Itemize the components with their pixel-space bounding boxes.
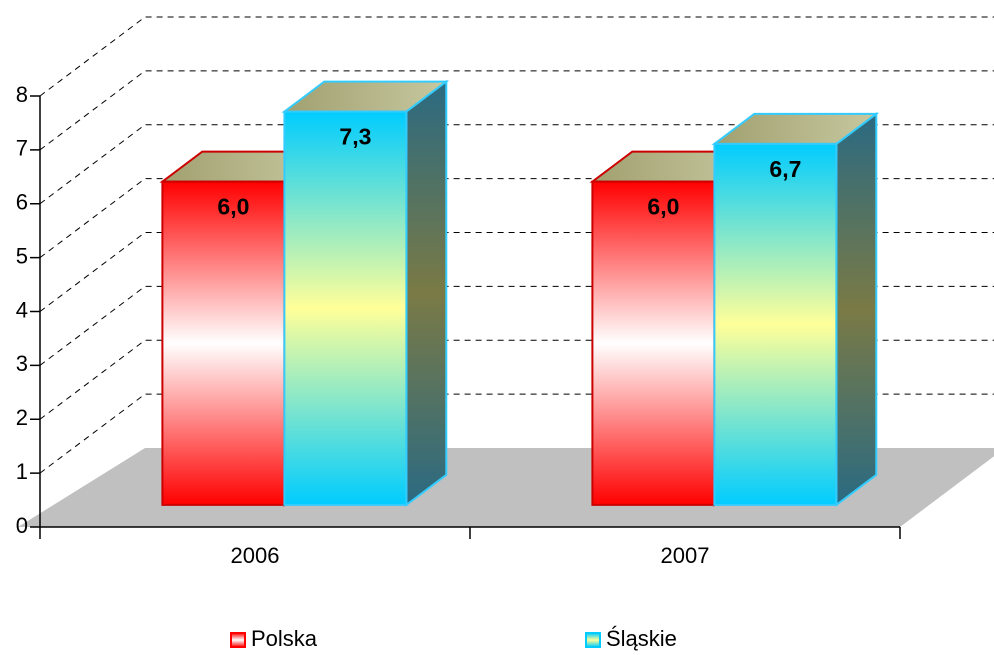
- y-tick-label: 6: [16, 190, 28, 215]
- legend-label: Polska: [251, 626, 318, 651]
- value-label: 7,3: [339, 124, 371, 150]
- y-tick-label: 4: [16, 297, 28, 322]
- y-tick-label: 0: [16, 513, 28, 538]
- y-tick-label: 2: [16, 405, 28, 430]
- legend-swatch: [230, 632, 246, 648]
- grid-line: [39, 16, 994, 97]
- y-tick-label: 7: [16, 136, 28, 161]
- x-tick-label: 2007: [661, 543, 710, 568]
- y-tick-label: 3: [16, 351, 28, 376]
- legend-label: Śląskie: [606, 626, 677, 651]
- legend-swatch: [585, 632, 601, 648]
- grid-line: [39, 70, 994, 151]
- bar: [283, 110, 408, 506]
- bar-side: [835, 111, 878, 507]
- bar: [161, 180, 286, 506]
- value-label: 6,0: [217, 194, 249, 220]
- bar-side: [405, 79, 448, 507]
- y-tick-label: 8: [16, 82, 28, 107]
- x-tick-label: 2006: [231, 543, 280, 568]
- y-tick-label: 1: [16, 459, 28, 484]
- grid-line: [39, 124, 994, 205]
- y-tick-label: 5: [16, 243, 28, 268]
- bar: [713, 142, 838, 506]
- value-label: 6,0: [647, 194, 679, 220]
- value-label: 6,7: [769, 156, 801, 182]
- bar: [591, 180, 716, 506]
